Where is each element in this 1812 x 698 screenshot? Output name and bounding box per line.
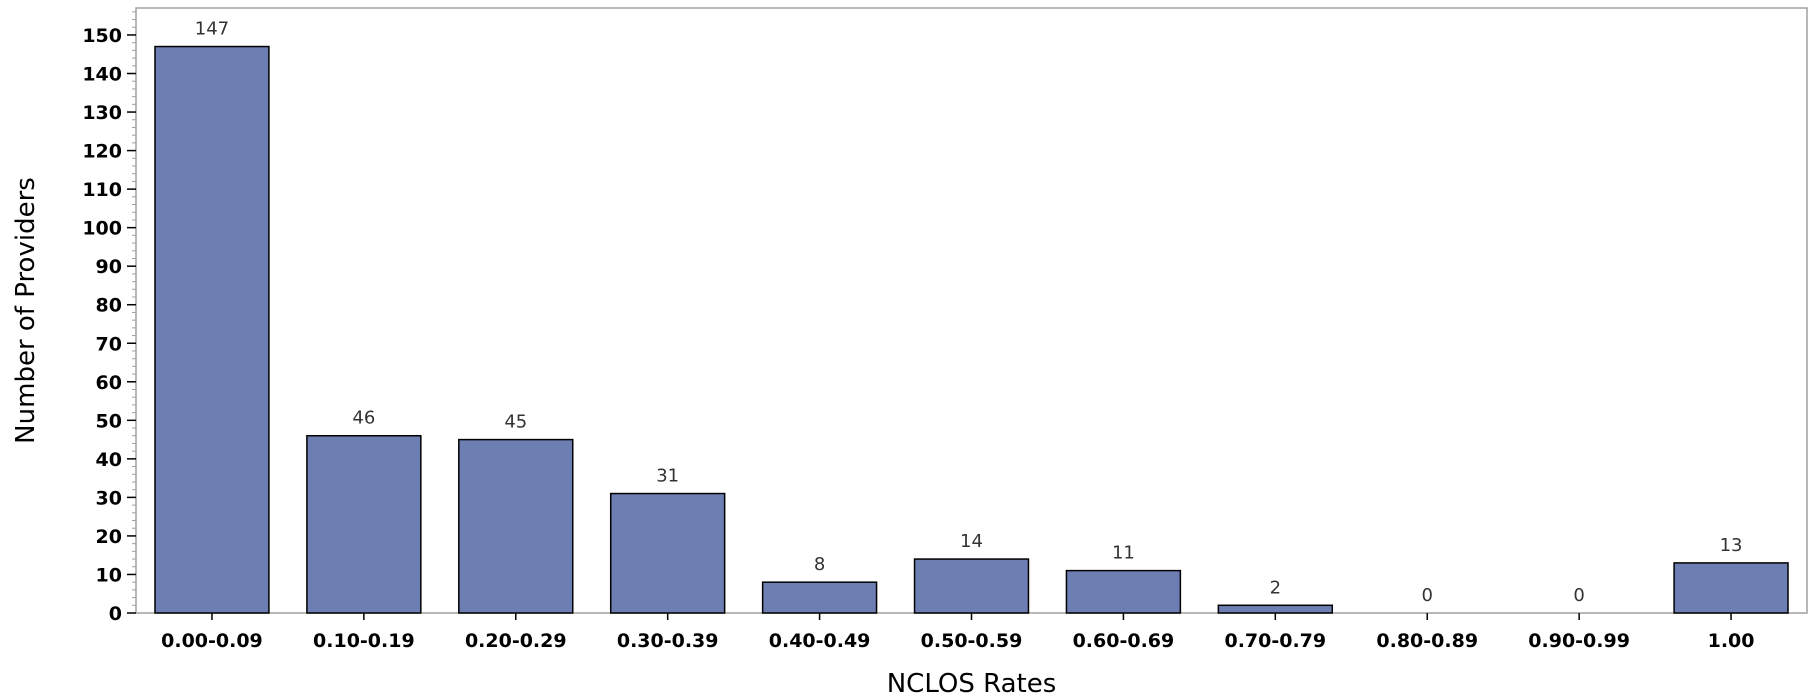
x-tick-label: 0.60-0.69: [1073, 630, 1175, 652]
data-label: 13: [1720, 535, 1743, 556]
bar: [1217, 604, 1334, 614]
data-label: 11: [1112, 543, 1135, 564]
x-tick-label: 0.00-0.09: [161, 630, 263, 652]
bar: [609, 492, 726, 614]
x-tick-label: 0.10-0.19: [313, 630, 415, 652]
data-label: 147: [195, 19, 229, 40]
data-label: 0: [1422, 585, 1433, 606]
y-tick-label: 80: [96, 295, 122, 317]
bar: [1065, 569, 1182, 614]
y-tick-label: 30: [96, 487, 122, 509]
x-tick-label: 1.00: [1708, 630, 1755, 652]
data-label: 46: [352, 408, 375, 429]
x-tick-label: 0.70-0.79: [1224, 630, 1326, 652]
bar: [306, 434, 422, 614]
x-tick-label: 0.20-0.29: [465, 630, 567, 652]
data-label: 2: [1270, 577, 1281, 598]
data-label: 45: [504, 412, 527, 433]
y-tick-label: 90: [96, 256, 122, 278]
x-tick-label: 0.90-0.99: [1528, 630, 1630, 652]
y-tick-label: 110: [82, 179, 122, 201]
y-tick-label: 140: [82, 64, 122, 86]
x-axis: 0.00-0.09 0.10-0.19 0.20-0.29 0.30-0.39 0.40…: [161, 613, 1754, 652]
y-axis-title: Number of Providers: [11, 177, 41, 444]
y-tick-label: 20: [96, 526, 122, 548]
bars: [154, 45, 1789, 614]
y-tick-label: 0: [109, 603, 122, 625]
data-labels: 147 46 45 31 8 14 11 2 0 0 13: [195, 19, 1743, 606]
y-tick-label: 70: [96, 333, 122, 355]
bar: [154, 45, 270, 614]
y-tick-label: 40: [96, 449, 122, 471]
data-label: 14: [960, 531, 983, 552]
y-tick-label: 10: [96, 564, 122, 586]
x-tick-label: 0.30-0.39: [617, 630, 719, 652]
data-label: 31: [656, 466, 679, 487]
x-tick-label: 0.50-0.59: [921, 630, 1023, 652]
x-tick-label: 0.40-0.49: [769, 630, 871, 652]
y-tick-label: 130: [82, 102, 122, 124]
bar: [1673, 562, 1789, 614]
bar: [458, 438, 574, 614]
bar: [913, 558, 1030, 614]
data-label: 0: [1573, 585, 1584, 606]
y-tick-label: 100: [82, 218, 122, 240]
y-tick-label: 150: [82, 25, 122, 47]
data-label: 8: [814, 554, 825, 575]
x-tick-label: 0.80-0.89: [1376, 630, 1478, 652]
bar: [761, 581, 878, 614]
x-axis-title: NCLOS Rates: [887, 669, 1057, 698]
y-tick-label: 60: [96, 372, 122, 394]
y-axis: 0 10 20 30 40 50 60 70 80 90 100 110 120 130 140 150: [82, 11, 136, 625]
y-tick-label: 120: [82, 141, 122, 163]
y-tick-label: 50: [96, 410, 122, 432]
